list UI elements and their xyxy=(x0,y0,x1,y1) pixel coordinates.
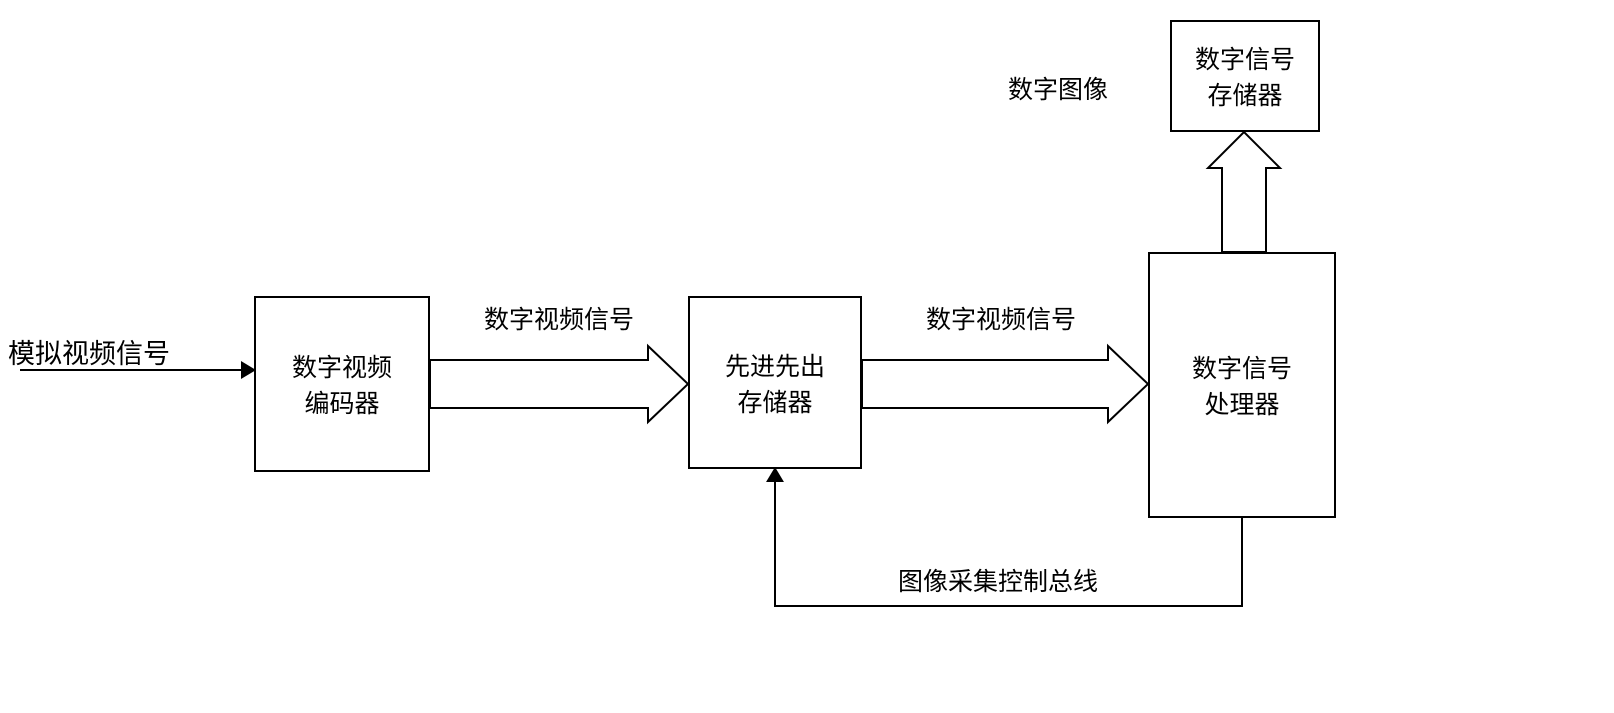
arrows-svg xyxy=(0,0,1614,713)
